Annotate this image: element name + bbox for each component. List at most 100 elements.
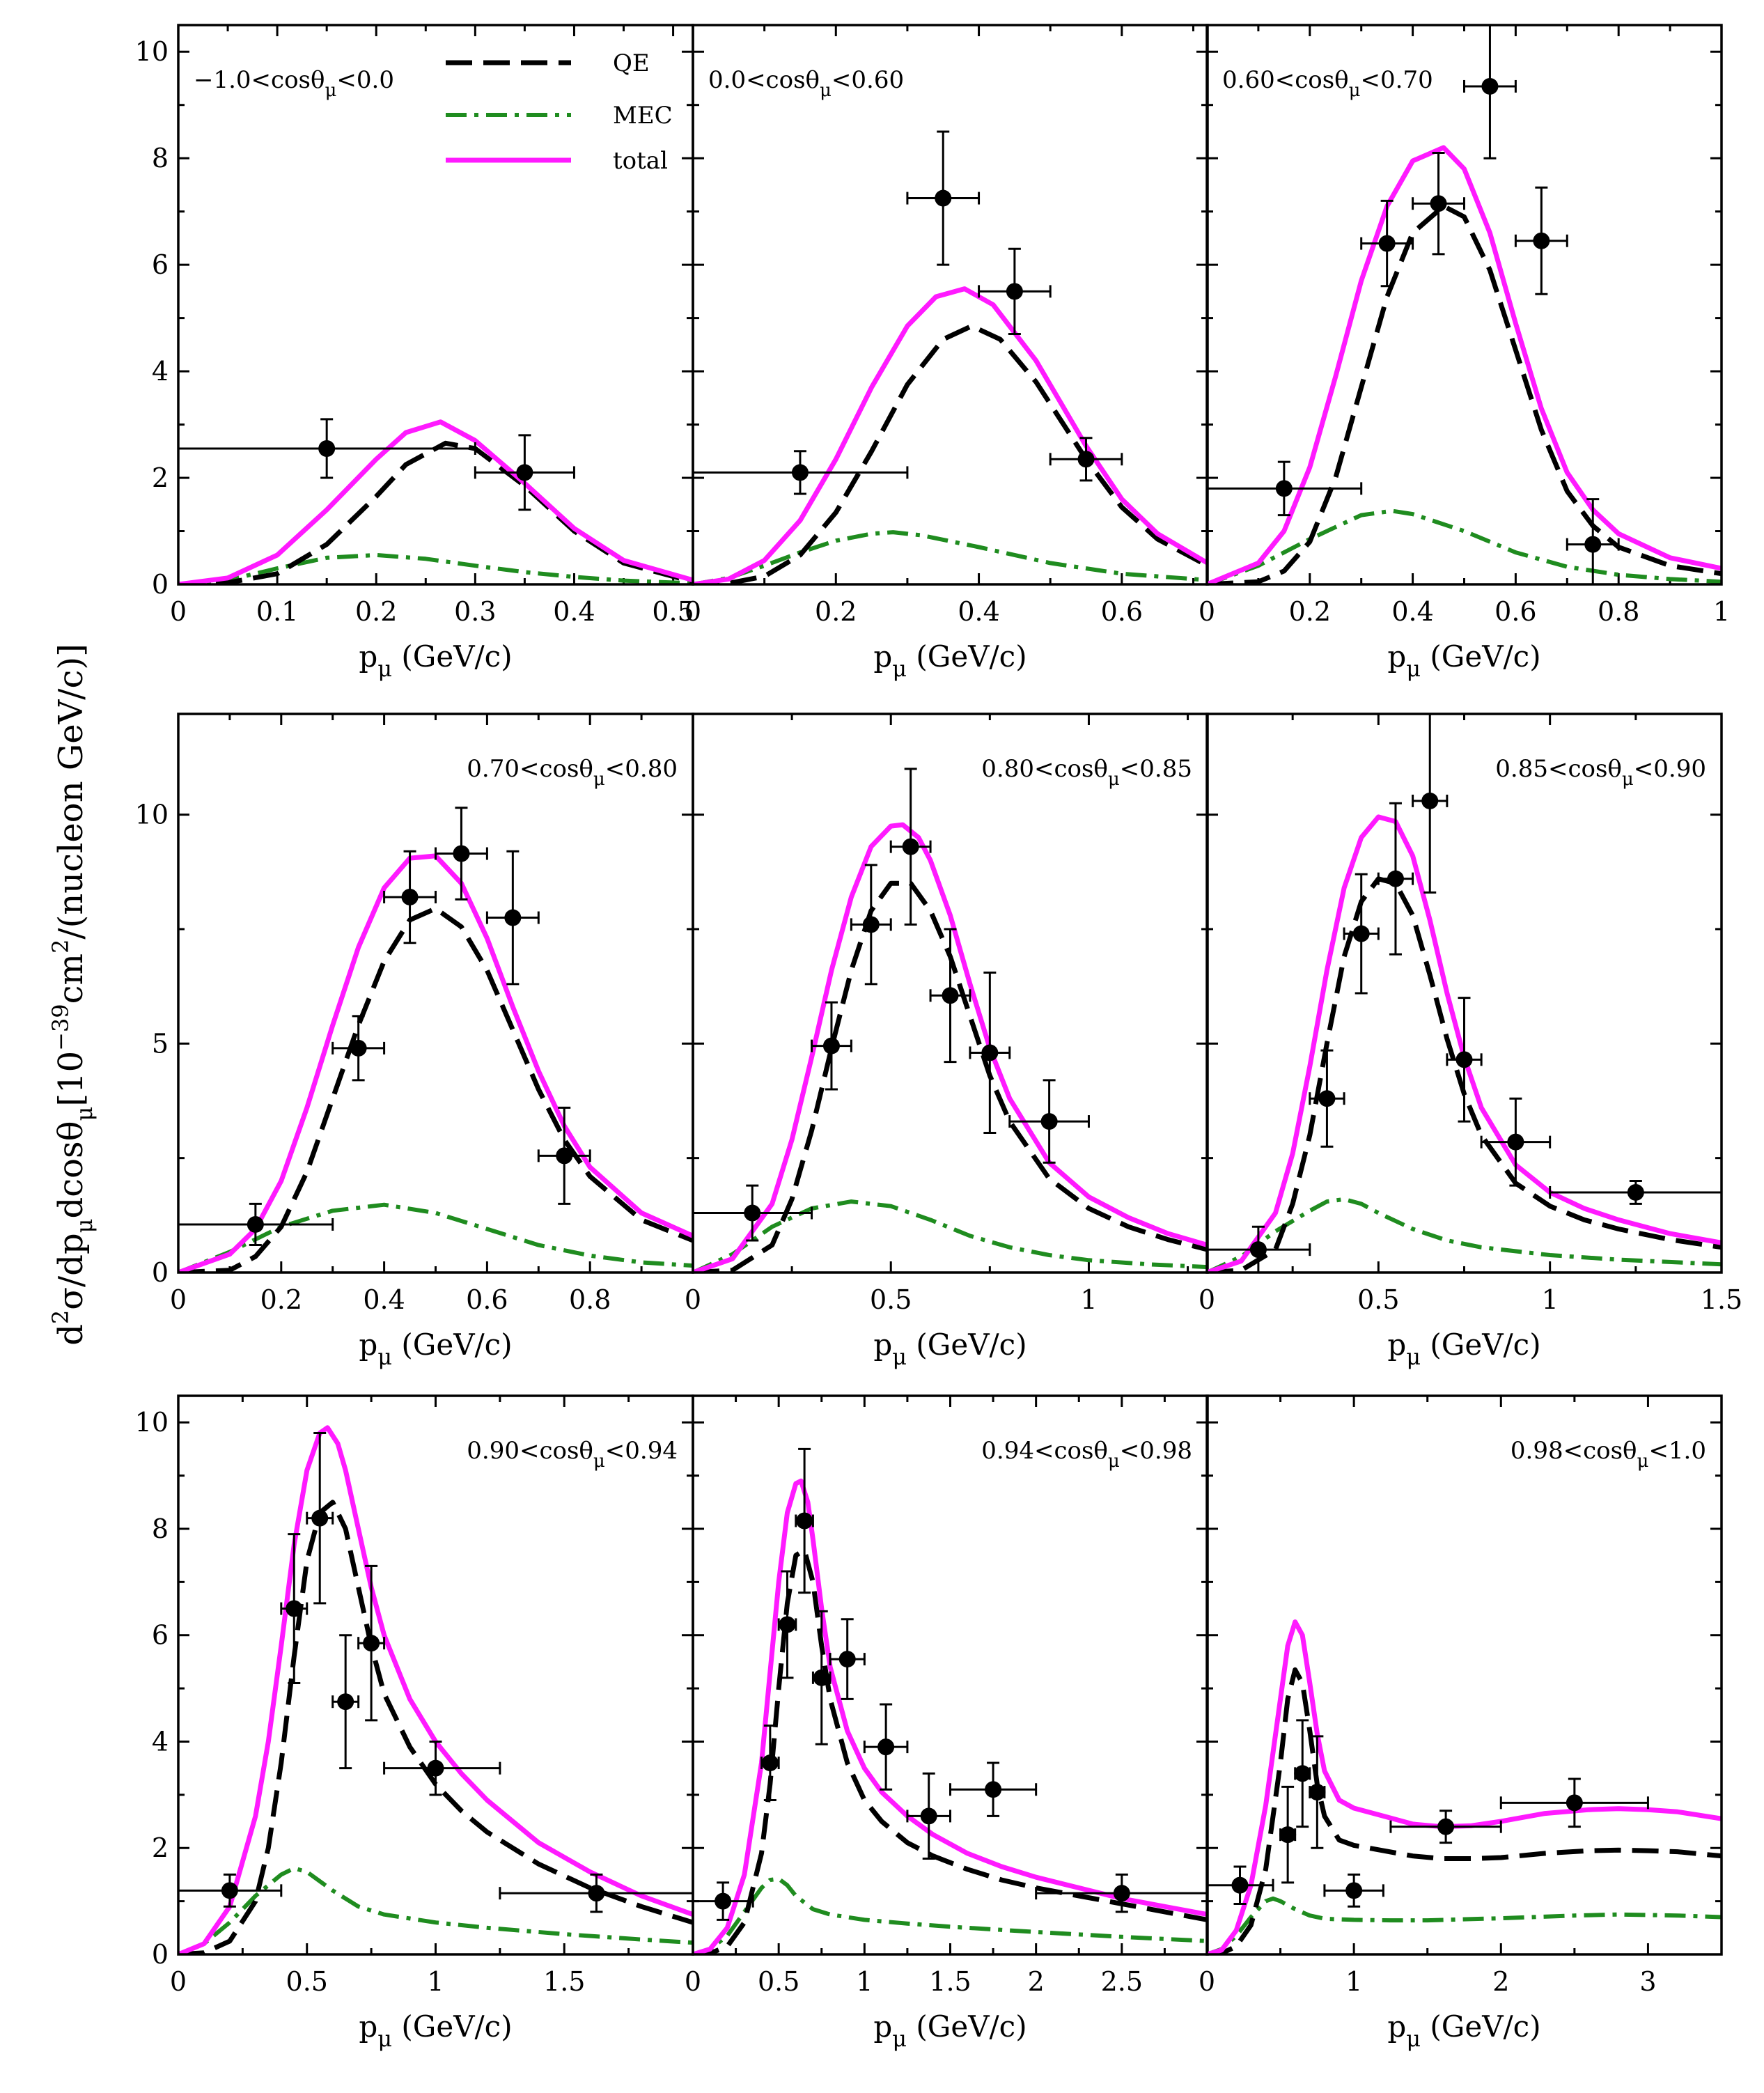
x-tick-label: 0 <box>170 1284 187 1315</box>
data-marker <box>822 1037 840 1055</box>
data-point <box>1049 437 1123 482</box>
data-marker <box>221 1882 238 1899</box>
panel-1: 0 0.1 0.2 0.3 0.4 0.5 0 2 4 6 8 10 −1.0<cosθμ<0.0 pμ … <box>135 24 694 682</box>
data-marker <box>588 1885 605 1902</box>
legend-item-total: total <box>446 147 668 175</box>
data-marker <box>350 1039 367 1057</box>
x-tick-label: 0.2 <box>1289 596 1331 627</box>
panel-label: 0.98<cosθμ<1.0 <box>1511 1437 1706 1472</box>
y-tick-label: 2 <box>152 462 169 493</box>
x-tick-label: 0.5 <box>1357 1284 1399 1315</box>
y-tick-label: 0 <box>152 569 169 600</box>
data-point <box>499 1873 693 1913</box>
panel-label: 0.60<cosθμ<0.70 <box>1222 66 1433 101</box>
legend-item-mec: MEC <box>446 102 673 130</box>
data-point <box>811 1001 852 1091</box>
data-point <box>1008 1079 1090 1164</box>
data-marker <box>1006 283 1023 300</box>
data-marker <box>504 909 522 926</box>
data-marker <box>1294 1765 1311 1782</box>
panel-7: 0 0.5 1 1.5 0 2 4 6 8 10 0.90<cosθμ<0.94 pμ (GeV/c) <box>135 1394 694 2052</box>
data-marker <box>1387 870 1404 887</box>
series-total-line <box>1207 814 1722 1273</box>
data-marker <box>1318 1090 1336 1107</box>
data-point <box>863 1703 909 1791</box>
data-point <box>383 850 437 944</box>
series-total-line <box>1207 1619 1722 1954</box>
data-marker <box>318 439 336 457</box>
x-axis-title: pμ (GeV/c) <box>359 639 512 682</box>
x-axis-title: pμ (GeV/c) <box>359 2009 512 2052</box>
data-marker <box>453 845 470 862</box>
x-tick-label: 1 <box>1542 1284 1559 1315</box>
x-tick-label: 0.8 <box>569 1284 611 1315</box>
x-tick-label: 0.4 <box>553 596 595 627</box>
data-marker <box>1430 195 1447 212</box>
panel-3: 0 0.2 0.4 0.6 0.8 1 0.60<cosθμ<0.70 pμ (GeV/c) <box>1199 24 1730 682</box>
data-marker <box>715 1892 732 1910</box>
y-tick-label: 10 <box>135 800 169 830</box>
data-marker <box>985 1781 1002 1798</box>
x-tick-label: 0.4 <box>958 596 999 627</box>
series-qe-line <box>1207 203 1722 584</box>
panel-6: 0 0.5 1 1.5 0.85<cosθμ<0.90 pμ (GeV/c) <box>1199 713 1742 1370</box>
x-tick-label: 0.6 <box>1494 596 1536 627</box>
data-point <box>485 850 540 986</box>
data-point <box>178 1873 283 1908</box>
data-point <box>850 864 892 986</box>
data-marker <box>1309 1784 1326 1801</box>
series-total-line <box>178 853 693 1273</box>
data-marker <box>1077 451 1095 468</box>
y-tick-label: 0 <box>152 1257 169 1288</box>
x-tick-label: 0.8 <box>1598 596 1639 627</box>
x-tick-label: 0 <box>685 1966 701 1997</box>
data-marker <box>838 1651 856 1668</box>
data-point <box>435 807 488 901</box>
x-axis-title: pμ (GeV/c) <box>359 1328 512 1370</box>
data-point <box>1412 152 1465 256</box>
legend-item-qe: QE <box>446 49 650 77</box>
data-point <box>969 971 1011 1134</box>
x-tick-label: 0 <box>1199 1966 1215 1997</box>
data-point <box>906 130 981 266</box>
panel-frame <box>1205 713 1723 1274</box>
y-tick-label: 10 <box>135 1407 169 1438</box>
data-point <box>1294 1719 1311 1828</box>
x-tick-label: 0.5 <box>870 1284 912 1315</box>
x-tick-label: 1 <box>427 1966 444 1997</box>
series-mec-line <box>1207 1896 1722 1954</box>
data-point <box>1446 997 1483 1123</box>
data-marker <box>1352 925 1370 942</box>
data-point <box>280 1533 309 1684</box>
y-tick-label: 4 <box>152 1726 169 1757</box>
series-qe-line <box>693 1548 1208 1954</box>
panel-frame <box>1205 24 1723 586</box>
data-point <box>1309 1735 1326 1849</box>
data-marker <box>935 189 952 207</box>
series-total-line <box>178 1425 693 1954</box>
data-marker <box>427 1759 444 1777</box>
x-tick-label: 1.5 <box>1701 1284 1742 1315</box>
y-tick-label: 4 <box>152 356 169 387</box>
data-marker <box>516 464 533 481</box>
data-marker <box>1421 792 1439 809</box>
y-tick-label: 6 <box>152 249 169 280</box>
data-point <box>1323 1873 1384 1908</box>
data-marker <box>1455 1051 1473 1068</box>
data-point <box>331 1634 360 1770</box>
data-marker <box>1533 232 1550 249</box>
data-point <box>1463 25 1517 159</box>
data-marker <box>556 1147 573 1165</box>
x-tick-label: 0 <box>170 596 187 627</box>
series-qe-line <box>178 440 693 584</box>
data-marker <box>1231 1876 1249 1894</box>
data-marker <box>1249 1241 1267 1259</box>
x-tick-label: 2 <box>1028 1966 1045 1997</box>
data-marker <box>813 1669 830 1686</box>
data-point <box>795 1447 814 1594</box>
x-tick-label: 0.2 <box>355 596 397 627</box>
data-point <box>1389 1810 1502 1844</box>
panel-4: 0 0.2 0.4 0.6 0.8 0 5 10 0.70<cosθμ<0.80 pμ (GeV/… <box>135 713 694 1370</box>
